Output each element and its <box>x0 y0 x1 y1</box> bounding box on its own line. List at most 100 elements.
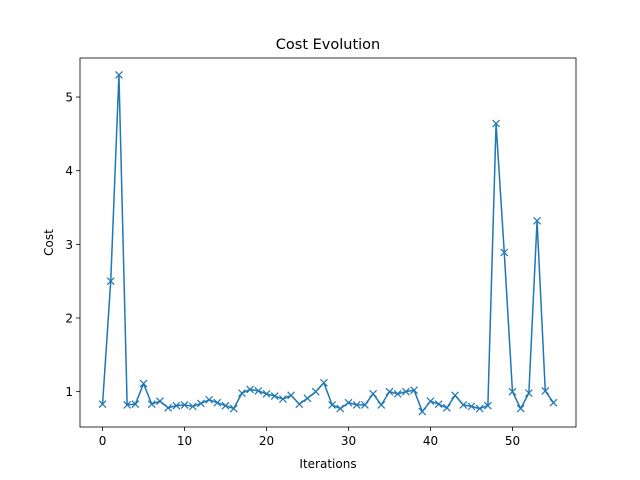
data-point-marker-stroke <box>311 387 320 396</box>
data-point <box>385 387 394 396</box>
data-point-marker-stroke <box>221 401 230 410</box>
data-point <box>262 389 271 398</box>
data-point <box>541 386 550 395</box>
data-point <box>459 400 468 409</box>
data-point <box>213 398 222 407</box>
data-point <box>434 400 443 409</box>
data-point-marker-stroke <box>115 71 123 79</box>
data-point-marker-stroke <box>270 392 279 400</box>
data-point-marker-stroke <box>172 401 181 410</box>
chart-title: Cost Evolution <box>276 37 380 53</box>
data-point <box>139 379 148 388</box>
data-point-marker-stroke <box>295 400 304 409</box>
data-point-marker-stroke <box>434 400 443 409</box>
data-point-marker-stroke <box>303 394 312 403</box>
x-tick-label: 0 <box>99 434 107 448</box>
data-point <box>516 404 525 413</box>
data-point-marker-stroke <box>524 389 533 398</box>
data-point <box>344 398 353 407</box>
data-point <box>336 404 345 413</box>
x-tick-label: 10 <box>177 434 192 448</box>
data-point-marker-stroke <box>180 400 189 409</box>
data-point <box>426 397 435 406</box>
data-point-marker-stroke <box>500 248 509 257</box>
y-tick-label: 4 <box>65 164 73 178</box>
data-point <box>524 389 533 398</box>
data-point-marker-stroke <box>262 389 271 398</box>
data-point <box>270 392 279 400</box>
data-point-marker-stroke <box>246 385 255 394</box>
axis-ticks: 0 10 20 30 40 50 1 2 3 4 5 <box>65 91 520 448</box>
data-point-marker-stroke <box>319 378 328 387</box>
x-axis-label: Iterations <box>299 457 356 471</box>
data-point-marker-stroke <box>426 397 435 406</box>
data-point-marker-stroke <box>451 391 459 400</box>
data-point <box>164 403 173 412</box>
data-point <box>295 400 304 409</box>
data-point <box>311 387 320 396</box>
data-point-marker-stroke <box>549 398 558 407</box>
data-point <box>549 398 558 407</box>
data-point <box>467 402 476 411</box>
data-point-marker-stroke <box>123 400 132 409</box>
y-tick-label: 3 <box>65 238 73 252</box>
data-point <box>328 400 337 409</box>
plot-area <box>98 71 558 416</box>
data-point-marker-stroke <box>410 386 419 395</box>
data-point-marker-stroke <box>147 400 156 409</box>
data-point <box>352 400 361 409</box>
data-point-marker-stroke <box>164 403 173 412</box>
data-point <box>492 119 500 128</box>
data-point <box>401 387 410 396</box>
data-point-marker-stroke <box>188 402 197 411</box>
data-point-marker-stroke <box>98 400 107 409</box>
data-point-marker-stroke <box>401 387 410 396</box>
data-point-marker-stroke <box>278 395 287 403</box>
data-point-marker-stroke <box>369 389 378 398</box>
data-point-marker-stroke <box>213 398 222 407</box>
data-point <box>319 378 328 387</box>
data-point-marker-stroke <box>508 387 517 396</box>
data-point <box>508 387 517 396</box>
data-point-marker-stroke <box>475 404 484 413</box>
data-point <box>229 404 238 413</box>
data-point <box>246 385 255 394</box>
data-point-marker-stroke <box>467 402 476 411</box>
data-point-marker-stroke <box>336 404 345 413</box>
data-point <box>418 407 427 416</box>
data-point-marker-stroke <box>131 400 140 409</box>
y-tick-label: 5 <box>65 91 73 105</box>
data-point-marker-stroke <box>229 404 238 413</box>
data-point <box>369 389 378 398</box>
data-point <box>131 400 140 409</box>
x-tick-label: 30 <box>341 434 356 448</box>
data-point <box>197 399 205 408</box>
data-point <box>475 404 484 413</box>
data-point <box>180 400 189 409</box>
data-point <box>106 277 115 286</box>
data-point-marker-stroke <box>492 119 500 128</box>
data-point-marker-stroke <box>377 400 386 409</box>
data-point-marker-stroke <box>418 407 427 416</box>
data-point <box>533 216 541 225</box>
data-point <box>377 400 386 409</box>
data-point-marker-stroke <box>139 379 148 388</box>
data-point-marker-stroke <box>442 403 451 412</box>
x-tick-label: 50 <box>505 434 520 448</box>
data-point <box>188 402 197 411</box>
data-point <box>500 248 509 257</box>
data-point <box>115 71 123 79</box>
y-tick-label: 1 <box>65 385 73 399</box>
data-point-marker-stroke <box>156 397 164 406</box>
data-point-marker-stroke <box>106 277 115 286</box>
data-point-marker-stroke <box>516 404 525 413</box>
data-point-marker-stroke <box>533 216 541 225</box>
data-point-marker-stroke <box>385 387 394 396</box>
data-point-marker-stroke <box>254 386 263 395</box>
data-point <box>172 401 181 410</box>
data-point-marker-stroke <box>541 386 550 395</box>
y-tick-label: 2 <box>65 311 73 325</box>
x-tick-label: 20 <box>259 434 274 448</box>
